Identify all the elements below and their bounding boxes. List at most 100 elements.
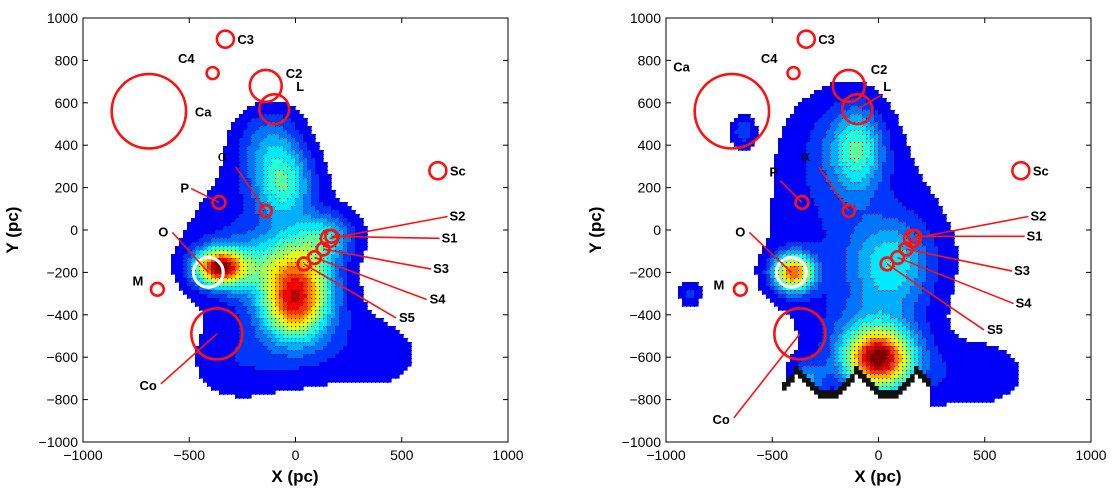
label-p: P <box>769 164 778 179</box>
contour-cell <box>339 322 352 327</box>
contour-line-segment <box>798 346 799 347</box>
contour-line-segment <box>998 398 999 399</box>
contour-line-segment <box>327 358 328 359</box>
contour-line-segment <box>854 346 855 347</box>
contour-line-segment <box>283 146 284 147</box>
contour-line-segment <box>874 110 875 111</box>
contour-line-segment <box>822 114 823 115</box>
contour-cell <box>227 302 244 307</box>
contour-line-segment <box>267 194 268 195</box>
contour-line-segment <box>750 114 751 115</box>
contour-line-segment <box>926 274 927 275</box>
contour-cell <box>283 146 292 151</box>
contour-cell <box>339 314 352 319</box>
contour-line-segment <box>902 282 903 283</box>
contour-line-segment <box>267 326 268 327</box>
y-tick-label: 0 <box>70 222 78 238</box>
contour-line-segment <box>938 202 939 203</box>
contour-line-segment <box>295 358 296 359</box>
contour-cell <box>878 186 891 191</box>
contour-cell <box>335 326 352 331</box>
contour-line-segment <box>890 338 891 339</box>
contour-line-segment <box>295 334 296 335</box>
contour-line-segment <box>938 246 939 247</box>
contour-line-segment <box>287 138 288 139</box>
contour-line-segment <box>311 270 312 271</box>
contour-line-segment <box>307 354 308 355</box>
contour-cell <box>922 354 931 359</box>
contour-cell <box>219 298 240 303</box>
contour-line-segment <box>335 306 336 307</box>
contour-line-segment <box>295 158 296 159</box>
label-o: O <box>735 224 745 239</box>
contour-line-segment <box>902 366 903 367</box>
contour-line-segment <box>243 210 244 211</box>
contour-line-segment <box>858 158 859 159</box>
contour-line-segment <box>311 258 312 259</box>
contour-line-segment <box>259 322 260 323</box>
contour-line-segment <box>255 210 256 211</box>
contour-cell <box>311 182 320 187</box>
contour-cell <box>830 150 839 155</box>
contour-line-segment <box>826 374 827 375</box>
contour-line-segment <box>279 334 280 335</box>
contour-line-segment <box>922 362 923 363</box>
contour-line-segment <box>303 162 304 163</box>
contour-line-segment <box>898 366 899 367</box>
contour-line-segment <box>247 294 248 295</box>
contour-line-segment <box>842 350 843 351</box>
contour-line-segment <box>251 306 252 307</box>
contour-line-segment <box>267 306 268 307</box>
contour-line-segment <box>934 242 935 243</box>
contour-line-segment <box>259 146 260 147</box>
contour-line-segment <box>822 222 823 223</box>
contour-line-segment <box>267 282 268 283</box>
contour-line-segment <box>850 326 851 327</box>
contour-cell <box>786 122 815 127</box>
contour-line-segment <box>183 274 184 275</box>
contour-cell <box>802 294 823 299</box>
contour-line-segment <box>367 238 368 239</box>
contour-line-segment <box>942 358 943 359</box>
contour-line-segment <box>854 190 855 191</box>
contour-cell <box>323 346 344 351</box>
contour-line-segment <box>834 170 835 171</box>
contour-line-segment <box>255 294 256 295</box>
contour-line-segment <box>263 306 264 307</box>
contour-line-segment <box>830 146 831 147</box>
contour-line-segment <box>211 274 212 275</box>
contour-cell <box>211 238 252 243</box>
contour-cell <box>195 214 240 219</box>
contour-cell <box>894 170 919 175</box>
contour-line-segment <box>906 326 907 327</box>
contour-line-segment <box>814 202 815 203</box>
contour-line-segment <box>319 386 320 387</box>
contour-line-segment <box>351 382 352 383</box>
contour-cell <box>926 310 951 315</box>
contour-cell <box>926 314 947 319</box>
contour-line-segment <box>854 106 855 107</box>
contour-line-segment <box>319 142 320 143</box>
contour-cell <box>826 306 847 311</box>
contour-line-segment <box>291 118 292 119</box>
contour-cell <box>351 322 388 327</box>
contour-line-segment <box>930 298 931 299</box>
contour-cell <box>335 298 344 303</box>
contour-line-segment <box>922 334 923 335</box>
contour-line-segment <box>303 334 304 335</box>
contour-line-segment <box>826 134 827 135</box>
contour-line-segment <box>199 290 200 291</box>
contour-line-segment <box>734 134 735 135</box>
contour-line-segment <box>287 134 288 135</box>
contour-line-segment <box>187 258 188 259</box>
contour-line-segment <box>287 338 288 339</box>
contour-line-segment <box>195 362 196 363</box>
contour-line-segment <box>906 354 907 355</box>
contour-cell <box>195 362 240 367</box>
contour-line-segment <box>734 142 735 143</box>
contour-cell <box>247 122 268 127</box>
contour-line-segment <box>263 114 264 115</box>
contour-line-segment <box>798 250 799 251</box>
contour-line-segment <box>359 270 360 271</box>
contour-line-segment <box>283 230 284 231</box>
